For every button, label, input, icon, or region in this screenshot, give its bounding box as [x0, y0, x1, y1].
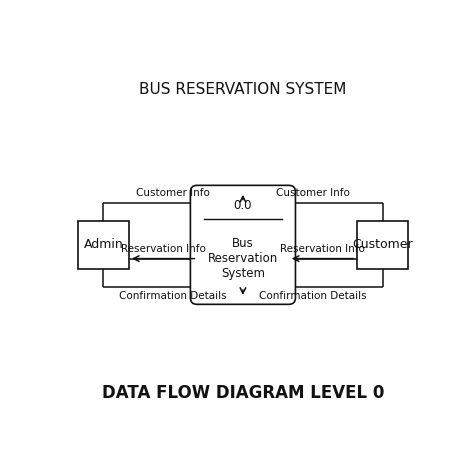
- Text: Reservation Info: Reservation Info: [120, 244, 205, 254]
- Text: BUS RESERVATION SYSTEM: BUS RESERVATION SYSTEM: [139, 82, 346, 97]
- Text: Confirmation Details: Confirmation Details: [259, 291, 366, 301]
- FancyBboxPatch shape: [78, 221, 129, 269]
- Text: Customer Info: Customer Info: [276, 189, 350, 199]
- FancyBboxPatch shape: [357, 221, 408, 269]
- Text: 0.0: 0.0: [234, 199, 252, 212]
- Text: Admin: Admin: [83, 238, 123, 251]
- Text: Bus
Reservation
System: Bus Reservation System: [208, 237, 278, 280]
- Text: Customer Info: Customer Info: [136, 189, 210, 199]
- FancyBboxPatch shape: [191, 185, 295, 304]
- Text: DATA FLOW DIAGRAM LEVEL 0: DATA FLOW DIAGRAM LEVEL 0: [102, 383, 384, 401]
- Text: Customer: Customer: [352, 238, 413, 251]
- Text: Confirmation Details: Confirmation Details: [119, 291, 227, 301]
- Text: Reservation Info: Reservation Info: [281, 244, 365, 254]
